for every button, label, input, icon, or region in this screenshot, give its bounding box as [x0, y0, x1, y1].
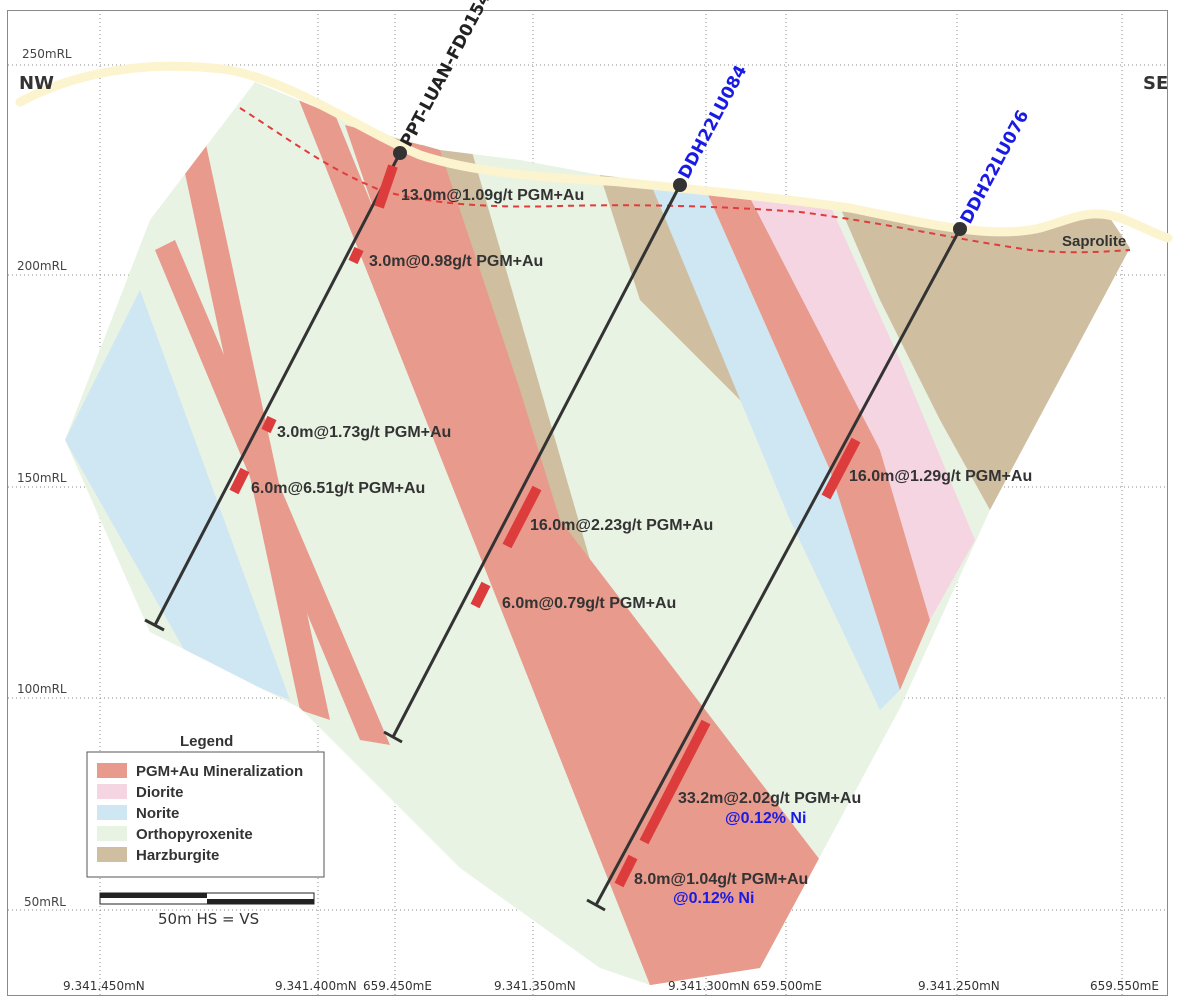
drillhole-ppt-luan-fd0154[interactable]: [144, 146, 407, 632]
coord-label: 659.450mE: [363, 979, 432, 993]
drillhole-ddh22lu076[interactable]: [586, 222, 967, 912]
coord-label: 9.341.400mN: [275, 979, 357, 993]
topographic-surface: [15, 61, 1173, 243]
intercept-label-1: 13.0m@1.09g/t PGM+Au: [401, 187, 584, 204]
intercept-ni-9: @0.12% Ni: [673, 890, 754, 907]
intercept-marker-2: [348, 246, 364, 265]
legend-item-orthopyroxenite: Orthopyroxenite: [97, 826, 253, 843]
intercept-label-5: 16.0m@2.23g/t PGM+Au: [530, 517, 713, 534]
direction-se: SE: [1143, 73, 1168, 94]
rl-label-100: 100mRL: [17, 682, 67, 696]
drillhole-ddh22lu084[interactable]: [383, 178, 687, 744]
intercept-label-8: 33.2m@2.02g/t PGM+Au: [678, 790, 861, 807]
legend-label: Harzburgite: [136, 847, 219, 864]
intercept-marker-7: [821, 437, 861, 500]
coord-label: 9.341.450mN: [63, 979, 145, 993]
figure-frame: [7, 10, 1168, 996]
intercept-label-4: 6.0m@6.51g/t PGM+Au: [251, 480, 425, 497]
scale-bar: 50m HS = VS: [99, 892, 315, 928]
bottom-coord-labels: 9.341.450mN 9.341.400mN 659.450mE 9.341.…: [63, 979, 1159, 993]
collar-marker: [673, 178, 687, 192]
coord-label: 659.550mE: [1090, 979, 1159, 993]
rl-label-150: 150mRL: [17, 471, 67, 485]
intercept-ni-8: @0.12% Ni: [725, 810, 806, 827]
intercept-label-2: 3.0m@0.98g/t PGM+Au: [369, 253, 543, 270]
norite-band-west: [65, 290, 290, 700]
harzburgite-band-east1: [600, 175, 760, 420]
norite-band-east: [650, 182, 900, 710]
saprolite-label: Saprolite: [1062, 233, 1126, 250]
legend-label: Orthopyroxenite: [136, 826, 253, 843]
legend-label: Diorite: [136, 784, 184, 801]
legend-item-harzburgite: Harzburgite: [97, 847, 219, 864]
collar-marker: [953, 222, 967, 236]
legend-item-norite: Norite: [97, 805, 179, 822]
legend-item-mineralization: PGM+Au Mineralization: [97, 763, 303, 780]
coord-label: 9.341.250mN: [918, 979, 1000, 993]
intercept-marker-6: [470, 581, 491, 609]
legend-swatch: [97, 784, 127, 799]
legend-swatch: [97, 826, 127, 841]
coord-label: 9.341.350mN: [494, 979, 576, 993]
hole-label-ddh22lu084: DDH22LU084: [675, 62, 752, 182]
intercept-label-9: 8.0m@1.04g/t PGM+Au: [634, 871, 808, 888]
collar-marker: [393, 146, 407, 160]
hole-label-ddh22lu076: DDH22LU076: [957, 107, 1034, 227]
rl-label-200: 200mRL: [17, 259, 67, 273]
rl-labels: 250mRL 200mRL 150mRL 100mRL 50mRL: [17, 47, 72, 909]
scale-label: 50m HS = VS: [158, 910, 259, 928]
legend-title: Legend: [180, 733, 233, 750]
coord-label: 659.500mE: [753, 979, 822, 993]
legend: Legend PGM+Au Mineralization Diorite Nor…: [86, 733, 325, 878]
hole-label-ppt-luan-fd0154: PPT-LUAN-FD0154: [397, 0, 496, 150]
coord-label: 9.341.300mN: [668, 979, 750, 993]
mineralization-main-band: [345, 125, 820, 985]
legend-swatch: [97, 847, 127, 862]
intercept-marker-5: [502, 485, 542, 549]
legend-swatch: [97, 763, 127, 778]
legend-label: Norite: [136, 805, 179, 822]
intercept-labels: 13.0m@1.09g/t PGM+Au 3.0m@0.98g/t PGM+Au…: [251, 187, 1032, 907]
intercept-label-3: 3.0m@1.73g/t PGM+Au: [277, 424, 451, 441]
intercept-label-6: 6.0m@0.79g/t PGM+Au: [502, 595, 676, 612]
legend-item-diorite: Diorite: [97, 784, 184, 801]
intercept-marker-4: [229, 467, 250, 495]
rl-label-250: 250mRL: [22, 47, 72, 61]
intercept-markers: [229, 164, 861, 888]
intercept-marker-1: [374, 164, 398, 209]
legend-swatch: [97, 805, 127, 820]
rl-label-50: 50mRL: [24, 895, 66, 909]
intercept-marker-3: [261, 415, 277, 434]
harzburgite-band-east2: [840, 207, 1130, 510]
intercept-label-7: 16.0m@1.29g/t PGM+Au: [849, 468, 1032, 485]
direction-nw: NW: [19, 73, 54, 94]
saprolite-boundary: [239, 107, 1131, 254]
legend-label: PGM+Au Mineralization: [136, 763, 303, 780]
mineralization-band-east: [705, 188, 930, 690]
intercept-marker-8: [639, 719, 711, 845]
intercept-marker-9: [614, 854, 638, 888]
